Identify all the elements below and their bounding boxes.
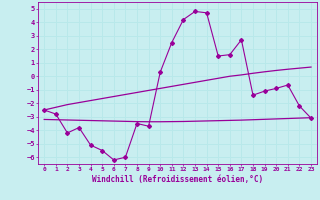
X-axis label: Windchill (Refroidissement éolien,°C): Windchill (Refroidissement éolien,°C) — [92, 175, 263, 184]
